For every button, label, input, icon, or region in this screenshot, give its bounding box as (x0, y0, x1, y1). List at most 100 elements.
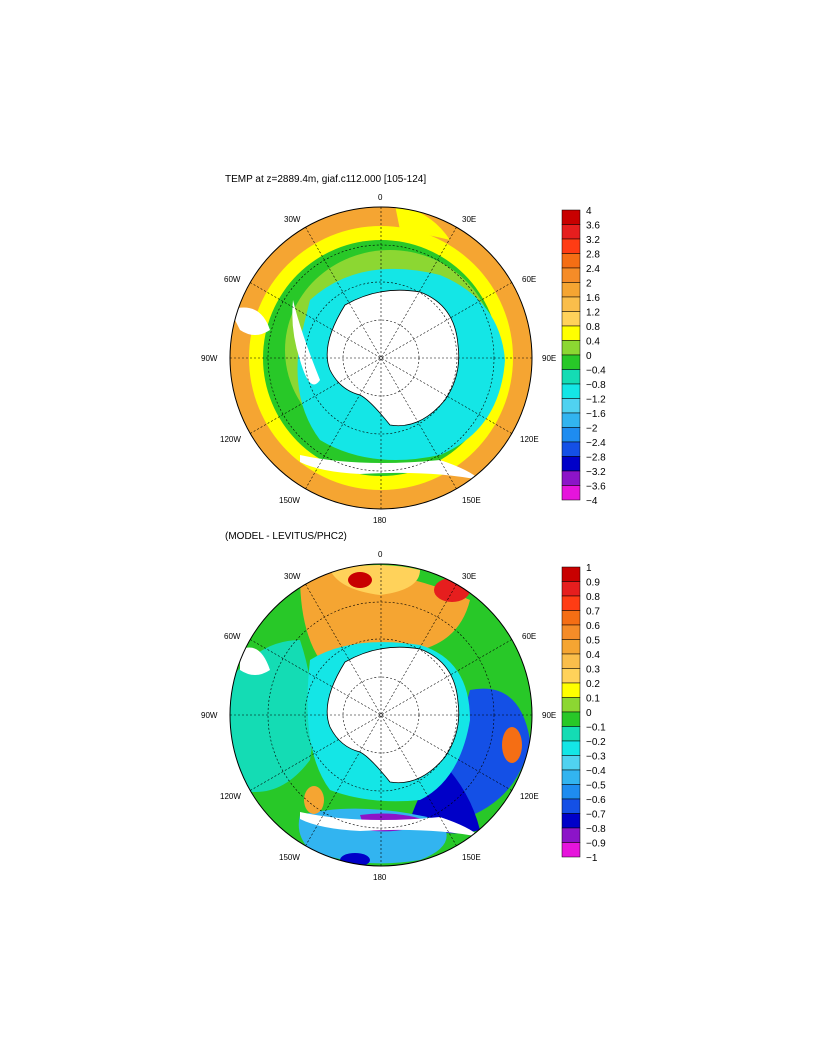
colorbar-tick-label: −0.4 (586, 766, 606, 777)
colorbar-swatch (561, 668, 581, 684)
lon-label-90e: 90E (542, 354, 556, 363)
colorbar-tick-label: −0.9 (586, 839, 606, 850)
colorbar-swatch (561, 827, 581, 843)
colorbar-tick-label: −0.7 (586, 810, 606, 821)
colorbar-tick-label: 0.2 (586, 679, 600, 690)
colorbar-tick-label: −0.3 (586, 752, 606, 763)
lon-label-180: 180 (373, 516, 387, 525)
panel-1-graticule (230, 207, 532, 509)
panel-1-longitude-labels: 0 180 90W 90E 30W 60W 120W 150W 30E 60E … (201, 193, 556, 525)
colorbar-tick-label: −1.2 (586, 395, 606, 406)
colorbar-swatch (561, 311, 581, 327)
colorbar-swatch (561, 253, 581, 269)
colorbar-swatch (561, 581, 581, 597)
colorbar-tick-label: −0.5 (586, 781, 606, 792)
panel-2-title: (MODEL - LEVITUS/PHC2) (225, 531, 347, 542)
colorbar-tick-label: −0.8 (586, 824, 606, 835)
panel-difference: (MODEL - LEVITUS/PHC2) (201, 531, 606, 882)
panel-1-map-border (229, 206, 533, 510)
colorbar-swatch (561, 610, 581, 626)
panel-2-longitude-labels: 0 180 90W 90E 30W 60W 120W 150W 30E 60E … (201, 550, 556, 882)
colorbar-swatch (561, 282, 581, 298)
colorbar-swatch (561, 726, 581, 742)
colorbar-swatch (561, 369, 581, 385)
panel-temperature: TEMP at z=2889.4m, giaf.c112.000 [105-12… (201, 174, 606, 525)
panel-1-colorbar: 4 3.6 3.2 2.8 2.4 2 1.6 1.2 0.8 0.4 0 −0.4 −0.8 −1.2 −… (561, 206, 606, 507)
colorbar-tick-label: −3.2 (586, 467, 606, 478)
colorbar-swatch (561, 485, 581, 501)
colorbar-tick-label: −0.2 (586, 737, 606, 748)
lon-label-120e: 120E (520, 792, 539, 801)
colorbar-tick-label: 2 (586, 279, 592, 290)
colorbar-tick-label: −3.6 (586, 482, 606, 493)
lon-label-0: 0 (378, 550, 383, 559)
lon-label-150w: 150W (279, 853, 300, 862)
colorbar-swatch (561, 769, 581, 785)
colorbar-swatch (561, 842, 581, 858)
lon-label-60w: 60W (224, 275, 241, 284)
lon-label-120w: 120W (220, 792, 241, 801)
lon-label-150e: 150E (462, 496, 481, 505)
panel-2-colorbar: 1 0.9 0.8 0.7 0.6 0.5 0.4 0.3 0.2 0.1 0 −0.1 −0.2 −0.… (561, 563, 606, 864)
colorbar-tick-label: −1.6 (586, 409, 606, 420)
colorbar-tick-label: 0.9 (586, 578, 600, 589)
colorbar-tick-label: −0.6 (586, 795, 606, 806)
colorbar-swatch (561, 697, 581, 713)
colorbar-swatch (561, 441, 581, 457)
panel-1-title: TEMP at z=2889.4m, giaf.c112.000 [105-12… (225, 174, 426, 185)
colorbar-tick-label: 1 (586, 563, 592, 574)
colorbar-swatch (561, 566, 581, 582)
colorbar-tick-label: 0.8 (586, 592, 600, 603)
colorbar-tick-label: 0.1 (586, 694, 600, 705)
panel-2-map-border (229, 563, 533, 867)
colorbar-swatch (561, 595, 581, 611)
temperature-map (230, 207, 532, 509)
colorbar-tick-label: 3.2 (586, 235, 600, 246)
colorbar-swatch (561, 711, 581, 727)
colorbar-tick-label: −2.4 (586, 438, 606, 449)
colorbar-swatch (561, 383, 581, 399)
colorbar-swatch (561, 755, 581, 771)
colorbar-tick-label: 2.8 (586, 250, 600, 261)
colorbar-swatch (561, 740, 581, 756)
colorbar-swatch (561, 398, 581, 414)
colorbar-tick-label: −0.4 (586, 366, 606, 377)
lon-label-120w: 120W (220, 435, 241, 444)
colorbar-swatch (561, 624, 581, 640)
lon-label-30e: 30E (462, 572, 476, 581)
colorbar-tick-label: 0.4 (586, 337, 600, 348)
colorbar-swatch (561, 209, 581, 225)
colorbar-tick-label: 4 (586, 206, 592, 217)
lon-label-90w: 90W (201, 354, 218, 363)
colorbar-tick-label: 1.2 (586, 308, 600, 319)
colorbar-swatch (561, 267, 581, 283)
colorbar-tick-label: −0.1 (586, 723, 606, 734)
colorbar-tick-label: 1.6 (586, 293, 600, 304)
colorbar-swatch (561, 325, 581, 341)
lon-label-60e: 60E (522, 632, 536, 641)
colorbar-swatch (561, 354, 581, 370)
colorbar-tick-label: 0 (586, 351, 592, 362)
colorbar-tick-label: 0.5 (586, 636, 600, 647)
lon-label-90w: 90W (201, 711, 218, 720)
colorbar-tick-label: 0 (586, 708, 592, 719)
colorbar-swatch (561, 456, 581, 472)
lon-label-0: 0 (378, 193, 383, 202)
colorbar-swatch (561, 653, 581, 669)
colorbar-swatch (561, 682, 581, 698)
colorbar-tick-label: −0.8 (586, 380, 606, 391)
lon-label-30w: 30W (284, 215, 301, 224)
colorbar-swatch (561, 470, 581, 486)
panel-2-graticule (230, 564, 532, 866)
colorbar-tick-label: 0.3 (586, 665, 600, 676)
colorbar-swatch (561, 813, 581, 829)
lon-label-150e: 150E (462, 853, 481, 862)
colorbar-tick-label: −2 (586, 424, 598, 435)
colorbar-tick-label: 0.8 (586, 322, 600, 333)
colorbar-tick-label: −4 (586, 496, 598, 507)
colorbar-swatch (561, 798, 581, 814)
lon-label-60e: 60E (522, 275, 536, 284)
colorbar-tick-label: −2.8 (586, 453, 606, 464)
colorbar-tick-label: 2.4 (586, 264, 600, 275)
